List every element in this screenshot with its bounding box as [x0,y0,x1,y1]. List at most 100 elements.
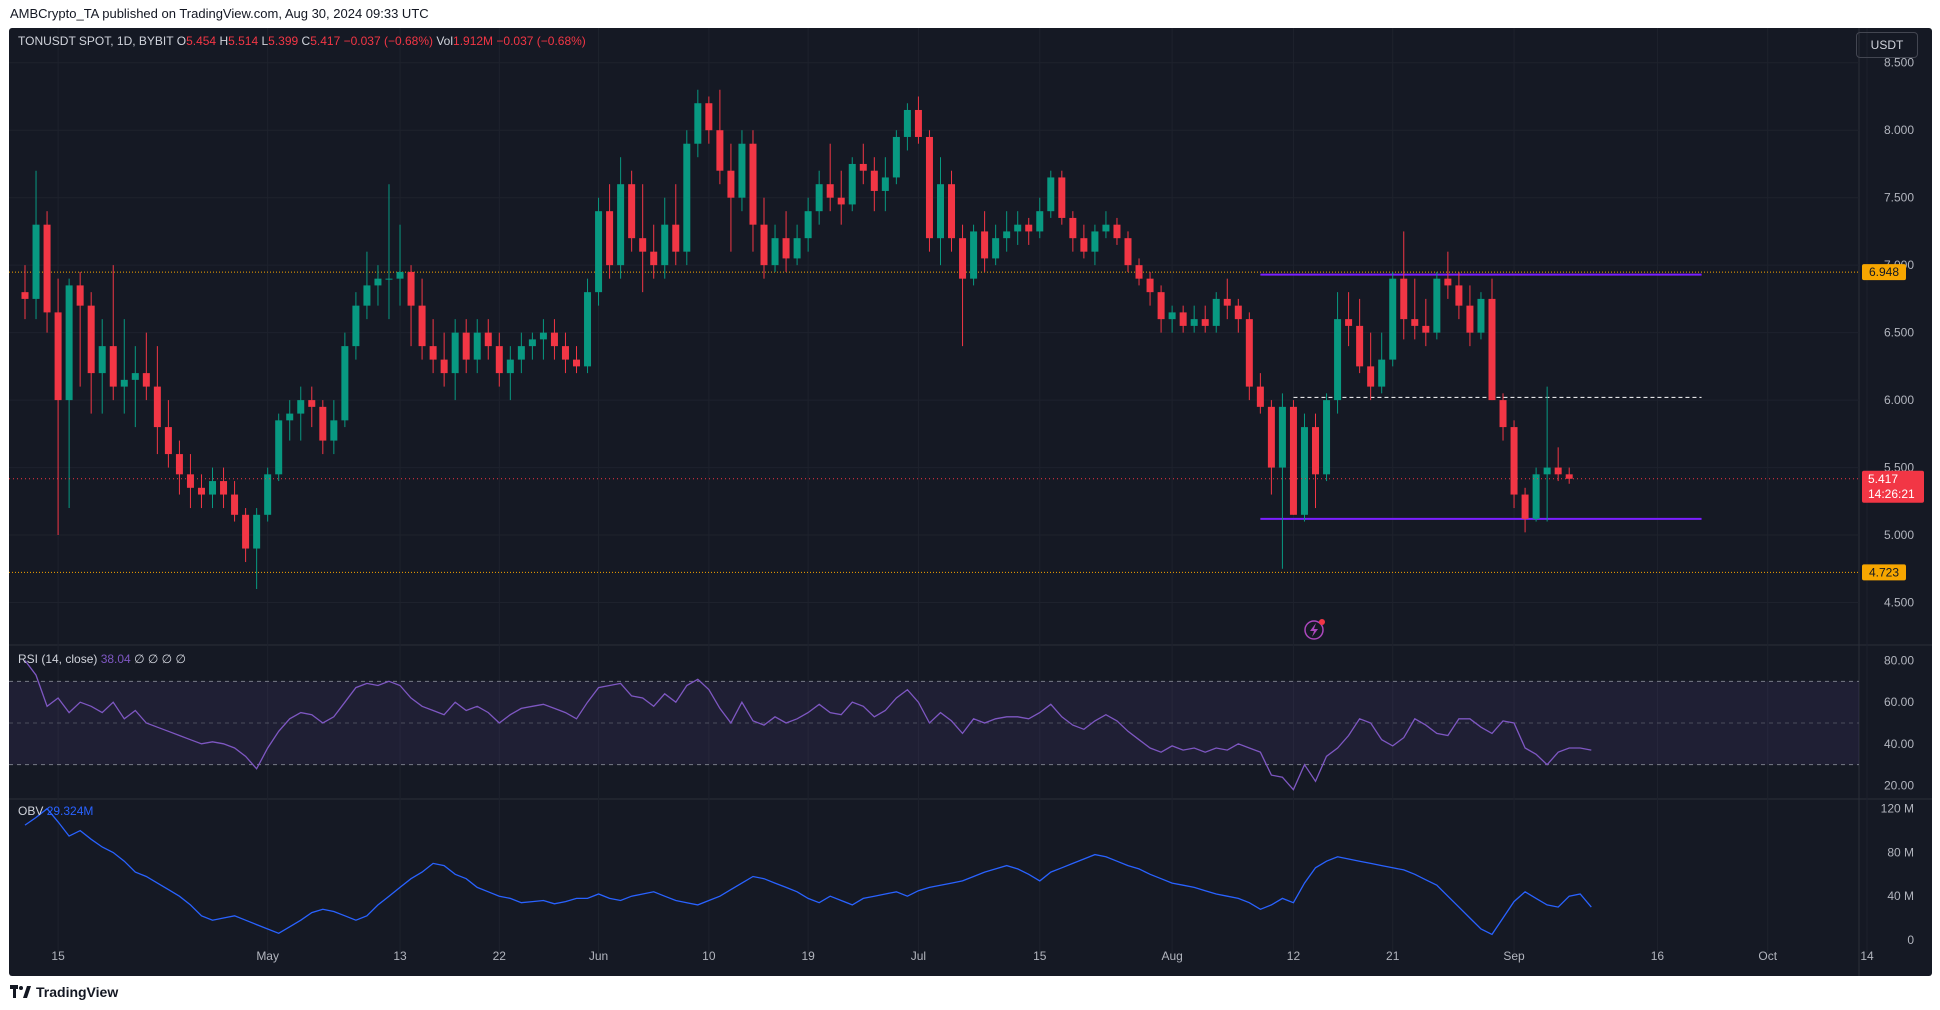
tradingview-logo-icon [10,985,31,998]
candle-body [286,413,294,421]
tradingview-logo[interactable]: TradingView [10,984,118,1000]
candle [1444,251,1452,299]
open-label: O [176,34,187,48]
candle-body [1510,427,1518,495]
chart-frame[interactable]: 15May1322Jun1019Jul15Aug1221Sep16Oct1423… [9,28,1932,976]
candle [21,265,29,320]
candle-body [1400,278,1408,320]
candle-body [1289,406,1297,515]
candle [1245,312,1253,401]
candle-body [517,346,525,360]
candle [1179,305,1187,333]
rsi-band-fill [9,681,1859,765]
obv-legend[interactable]: OBV 29.324M [18,804,93,818]
candle-body [782,238,790,259]
candle-body [341,346,349,421]
price-tick-label: 6.000 [1884,393,1914,407]
candle-body [793,238,801,259]
candle-body [1367,366,1375,387]
candle [76,271,84,387]
candle-body [749,143,757,225]
candle [319,400,327,455]
candle [1157,285,1165,333]
candle [1201,305,1209,333]
candle-body [164,427,172,455]
candle [1113,217,1121,245]
candle-body [1124,238,1132,266]
candle-body [1356,325,1364,367]
price-level-label: 6.948 [1869,265,1899,279]
candle [1521,487,1529,533]
candle-body [771,238,779,266]
obv-label: OBV [18,804,44,818]
time-tick-label: Sep [1503,949,1525,963]
candle [1554,447,1562,482]
countdown-label: 14:26:21 [1868,487,1915,501]
close-value: 5.417 [310,34,341,48]
candle [1300,413,1308,522]
chart-canvas[interactable]: 15May1322Jun1019Jul15Aug1221Sep16Oct1423… [9,28,1932,976]
candle-body [628,184,636,239]
candle-body [418,305,426,347]
candle-body [992,238,1000,259]
candle-body [142,373,150,387]
candle [573,346,580,374]
candle [385,184,393,320]
candle-body [914,109,922,137]
candle-body [21,292,29,299]
candle [1278,393,1286,569]
currency-button[interactable]: USDT [1856,32,1918,58]
candle-body [738,143,746,198]
candle [528,332,536,360]
candle-body [1521,494,1529,519]
candle [352,292,360,360]
candle [661,197,669,279]
rsi-tick-label: 40.00 [1884,737,1914,751]
candle-body [1312,427,1320,475]
rsi-legend[interactable]: RSI (14, close) 38.04 ∅ ∅ ∅ ∅ [18,652,186,666]
candle-body [330,420,338,441]
candle [1212,292,1220,333]
time-tick-label: Oct [1758,949,1777,963]
candle-body [727,170,735,198]
time-tick-label: 14 [1860,949,1874,963]
candle-body [639,238,647,252]
candle [407,265,415,347]
volume-value: 1.912M [453,34,494,48]
candle-body [837,197,845,205]
candle [1069,211,1077,252]
candle [793,224,801,266]
candle [363,251,371,320]
obv-value: 29.324M [46,804,94,818]
symbol-label[interactable]: TONUSDT SPOT, 1D, BYBIT [18,34,174,48]
candle [396,224,404,306]
candle-body [32,224,40,299]
price-legend[interactable]: TONUSDT SPOT, 1D, BYBIT O5.454 H5.514 L5… [18,34,586,48]
candle-body [1036,211,1044,232]
candle [639,184,647,293]
candle-body [1499,400,1507,428]
candle-body [959,238,967,279]
candle [242,508,250,563]
candle-body [1334,319,1342,401]
candle-body [948,184,956,239]
candle [1499,393,1507,441]
candle-body [550,332,558,347]
candle-body [242,514,250,549]
candle-body [495,346,503,374]
candle [539,319,547,360]
candle-body [440,359,448,374]
candle-body [385,278,393,280]
candle-body [705,103,713,131]
candle [760,197,768,279]
candle [330,400,338,455]
alert-icon-dot [1319,619,1325,625]
candle [1411,278,1419,340]
close-label: C [301,34,311,48]
candle [804,197,812,252]
candle-body [87,305,95,374]
candle [65,278,73,509]
candle-body [1047,177,1055,212]
candle-body [220,481,228,495]
candle [209,467,217,509]
